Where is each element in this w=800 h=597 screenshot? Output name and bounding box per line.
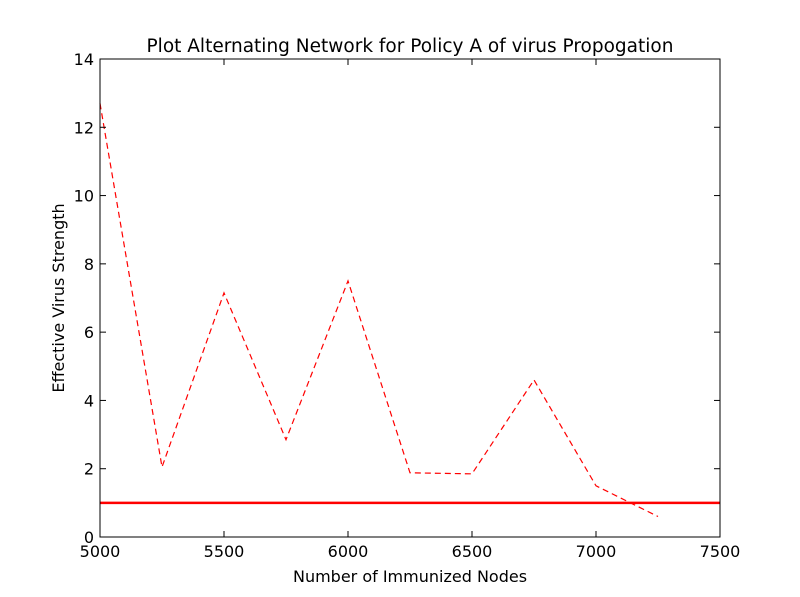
y-tick-label: 12 xyxy=(74,118,94,137)
x-tick-label: 5000 xyxy=(80,542,121,561)
plot-frame xyxy=(99,58,721,538)
x-tick-label: 6500 xyxy=(452,542,493,561)
y-tick-label: 10 xyxy=(74,187,94,206)
series-line-0 xyxy=(99,103,659,518)
y-tick-label: 0 xyxy=(84,528,94,547)
y-tick-label: 2 xyxy=(84,460,94,479)
y-tick-label: 6 xyxy=(84,323,94,342)
chart-title: Plot Alternating Network for Policy A of… xyxy=(147,36,674,57)
x-tick-label: 7000 xyxy=(576,542,617,561)
y-tick-label: 14 xyxy=(74,50,94,69)
y-tick-label: 4 xyxy=(84,391,94,410)
x-tick-label: 7500 xyxy=(700,542,741,561)
y-tick-label: 8 xyxy=(84,255,94,274)
x-tick-label: 5500 xyxy=(204,542,245,561)
x-tick-label: 6000 xyxy=(328,542,369,561)
x-axis-title: Number of Immunized Nodes xyxy=(293,567,527,586)
y-axis-title: Effective Virus Strength xyxy=(49,203,68,392)
